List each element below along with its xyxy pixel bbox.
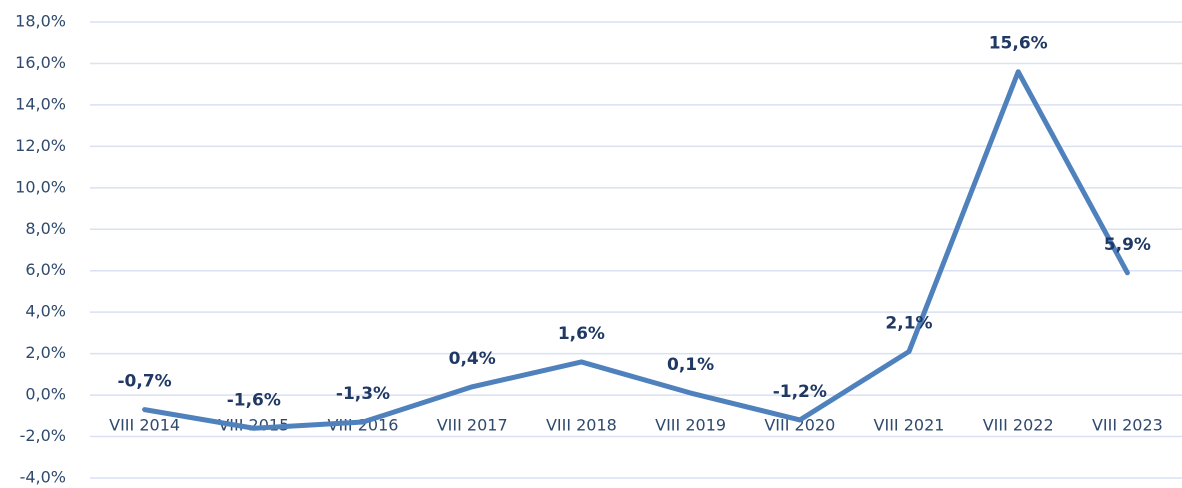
y-tick-label: 12,0% [15, 136, 66, 155]
y-tick-label: -2,0% [20, 426, 66, 445]
line [142, 69, 1130, 431]
y-tick-label: 4,0% [25, 302, 66, 321]
data-label: -1,3% [336, 384, 390, 404]
data-label: 0,1% [667, 355, 714, 375]
x-tick-label: VIII 2016 [328, 416, 399, 435]
data-label: 15,6% [989, 34, 1048, 54]
y-tick-label: 8,0% [25, 219, 66, 238]
y-tick-label: 2,0% [25, 343, 66, 362]
y-tick-label: 10,0% [15, 177, 66, 196]
data-label: 0,4% [449, 349, 496, 369]
x-tick-label: VIII 2022 [983, 416, 1054, 435]
y-tick-label: 14,0% [15, 94, 66, 113]
y-tick-label: 0,0% [25, 385, 66, 404]
y-tick-label: 16,0% [15, 53, 66, 72]
x-tick-label: VIII 2019 [655, 416, 726, 435]
data-label: 5,9% [1104, 235, 1151, 255]
x-tick-label: VIII 2018 [546, 416, 617, 435]
data-label: 1,6% [558, 324, 605, 344]
y-tick-label: -4,0% [20, 468, 66, 487]
y-tick-label: 6,0% [25, 260, 66, 279]
x-tick-label: VIII 2023 [1092, 416, 1163, 435]
y-tick-label: 18,0% [15, 12, 66, 31]
x-tick-label: VIII 2020 [764, 416, 835, 435]
data-label: 2,1% [885, 314, 932, 334]
data-label: -1,2% [773, 382, 827, 402]
x-tick-label: VIII 2014 [109, 416, 180, 435]
data-label: -0,7% [117, 372, 171, 392]
x-tick-label: VIII 2015 [218, 416, 289, 435]
data-label: -1,6% [227, 390, 281, 410]
x-tick-label: VIII 2017 [437, 416, 508, 435]
x-tick-label: VIII 2021 [874, 416, 945, 435]
